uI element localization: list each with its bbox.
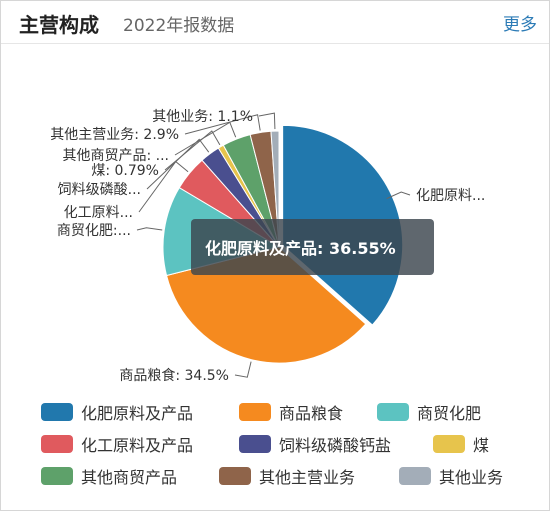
slice-label-4: 饲料级磷酸... [58, 182, 141, 198]
leader-line-2 [136, 227, 163, 231]
legend-label-3: 化工原料及产品 [81, 436, 194, 455]
legend-swatch-5 [433, 435, 465, 453]
legend-label-4: 饲料级磷酸钙盐 [279, 436, 392, 455]
slice-label-1: 商品粮食: 34.5% [119, 367, 229, 384]
card-header: 主营构成 2022年报数据 更多 [1, 1, 549, 44]
legend-item-5[interactable]: 煤 [433, 433, 489, 455]
legend-item-2[interactable]: 商贸化肥 [377, 401, 481, 423]
chart-tooltip: 化肥原料及产品: 36.55% [191, 219, 434, 275]
leader-line-4 [146, 138, 210, 190]
slice-label-7: 其他主营业务: 2.9% [50, 127, 179, 143]
legend-swatch-2 [377, 403, 409, 421]
slice-label-3: 化工原料... [64, 205, 133, 221]
legend-item-6[interactable]: 其他商贸产品 [41, 465, 177, 487]
legend-label-2: 商贸化肥 [417, 404, 482, 423]
leader-line-0 [386, 191, 411, 200]
leader-line-1 [234, 361, 252, 378]
legend-swatch-4 [239, 435, 271, 453]
pie-slice-8[interactable] [270, 130, 280, 248]
slice-label-2: 商贸化肥:... [57, 223, 131, 239]
legend-item-3[interactable]: 化工原料及产品 [41, 433, 193, 455]
slice-label-5: 煤: 0.79% [91, 163, 159, 179]
legend-label-1: 商品粮食 [279, 404, 344, 423]
slice-label-6: 其他商贸产品: ... [62, 148, 169, 164]
legend-label-8: 其他业务 [439, 468, 504, 487]
legend-label-0: 化肥原料及产品 [81, 404, 194, 423]
legend-item-0[interactable]: 化肥原料及产品 [41, 401, 193, 423]
legend-swatch-3 [41, 435, 73, 453]
legend-swatch-0 [41, 403, 73, 421]
pie-slice-1[interactable] [165, 246, 367, 364]
leader-line-7 [184, 114, 261, 135]
legend-swatch-1 [239, 403, 271, 421]
legend-swatch-8 [399, 467, 431, 485]
leader-line-5 [164, 130, 221, 171]
legend-label-5: 煤 [473, 436, 490, 455]
tooltip-text: 化肥原料及产品: 36.55% [205, 239, 396, 258]
legend-item-1[interactable]: 商品粮食 [239, 401, 343, 423]
legend-swatch-7 [219, 467, 251, 485]
card-title: 主营构成 [19, 13, 99, 37]
legend-label-7: 其他主营业务 [259, 468, 356, 487]
legend-swatch-6 [41, 467, 73, 485]
legend-item-4[interactable]: 饲料级磷酸钙盐 [239, 433, 391, 455]
legend-label-6: 其他商贸产品 [81, 468, 178, 487]
slice-label-8: 其他业务: 1.1% [152, 109, 253, 125]
legend-item-7[interactable]: 其他主营业务 [219, 465, 355, 487]
slice-label-0: 化肥原料... [416, 188, 485, 204]
more-link[interactable]: 更多 [503, 15, 537, 35]
card-subtitle: 2022年报数据 [123, 16, 235, 36]
pie-chart: 化肥原料... 商品粮食: 34.5% 商贸化肥:... 化工原料... 饲料级磷酸..… [50, 109, 485, 384]
leader-line-8 [258, 112, 276, 130]
legend-item-8[interactable]: 其他业务 [399, 465, 503, 487]
